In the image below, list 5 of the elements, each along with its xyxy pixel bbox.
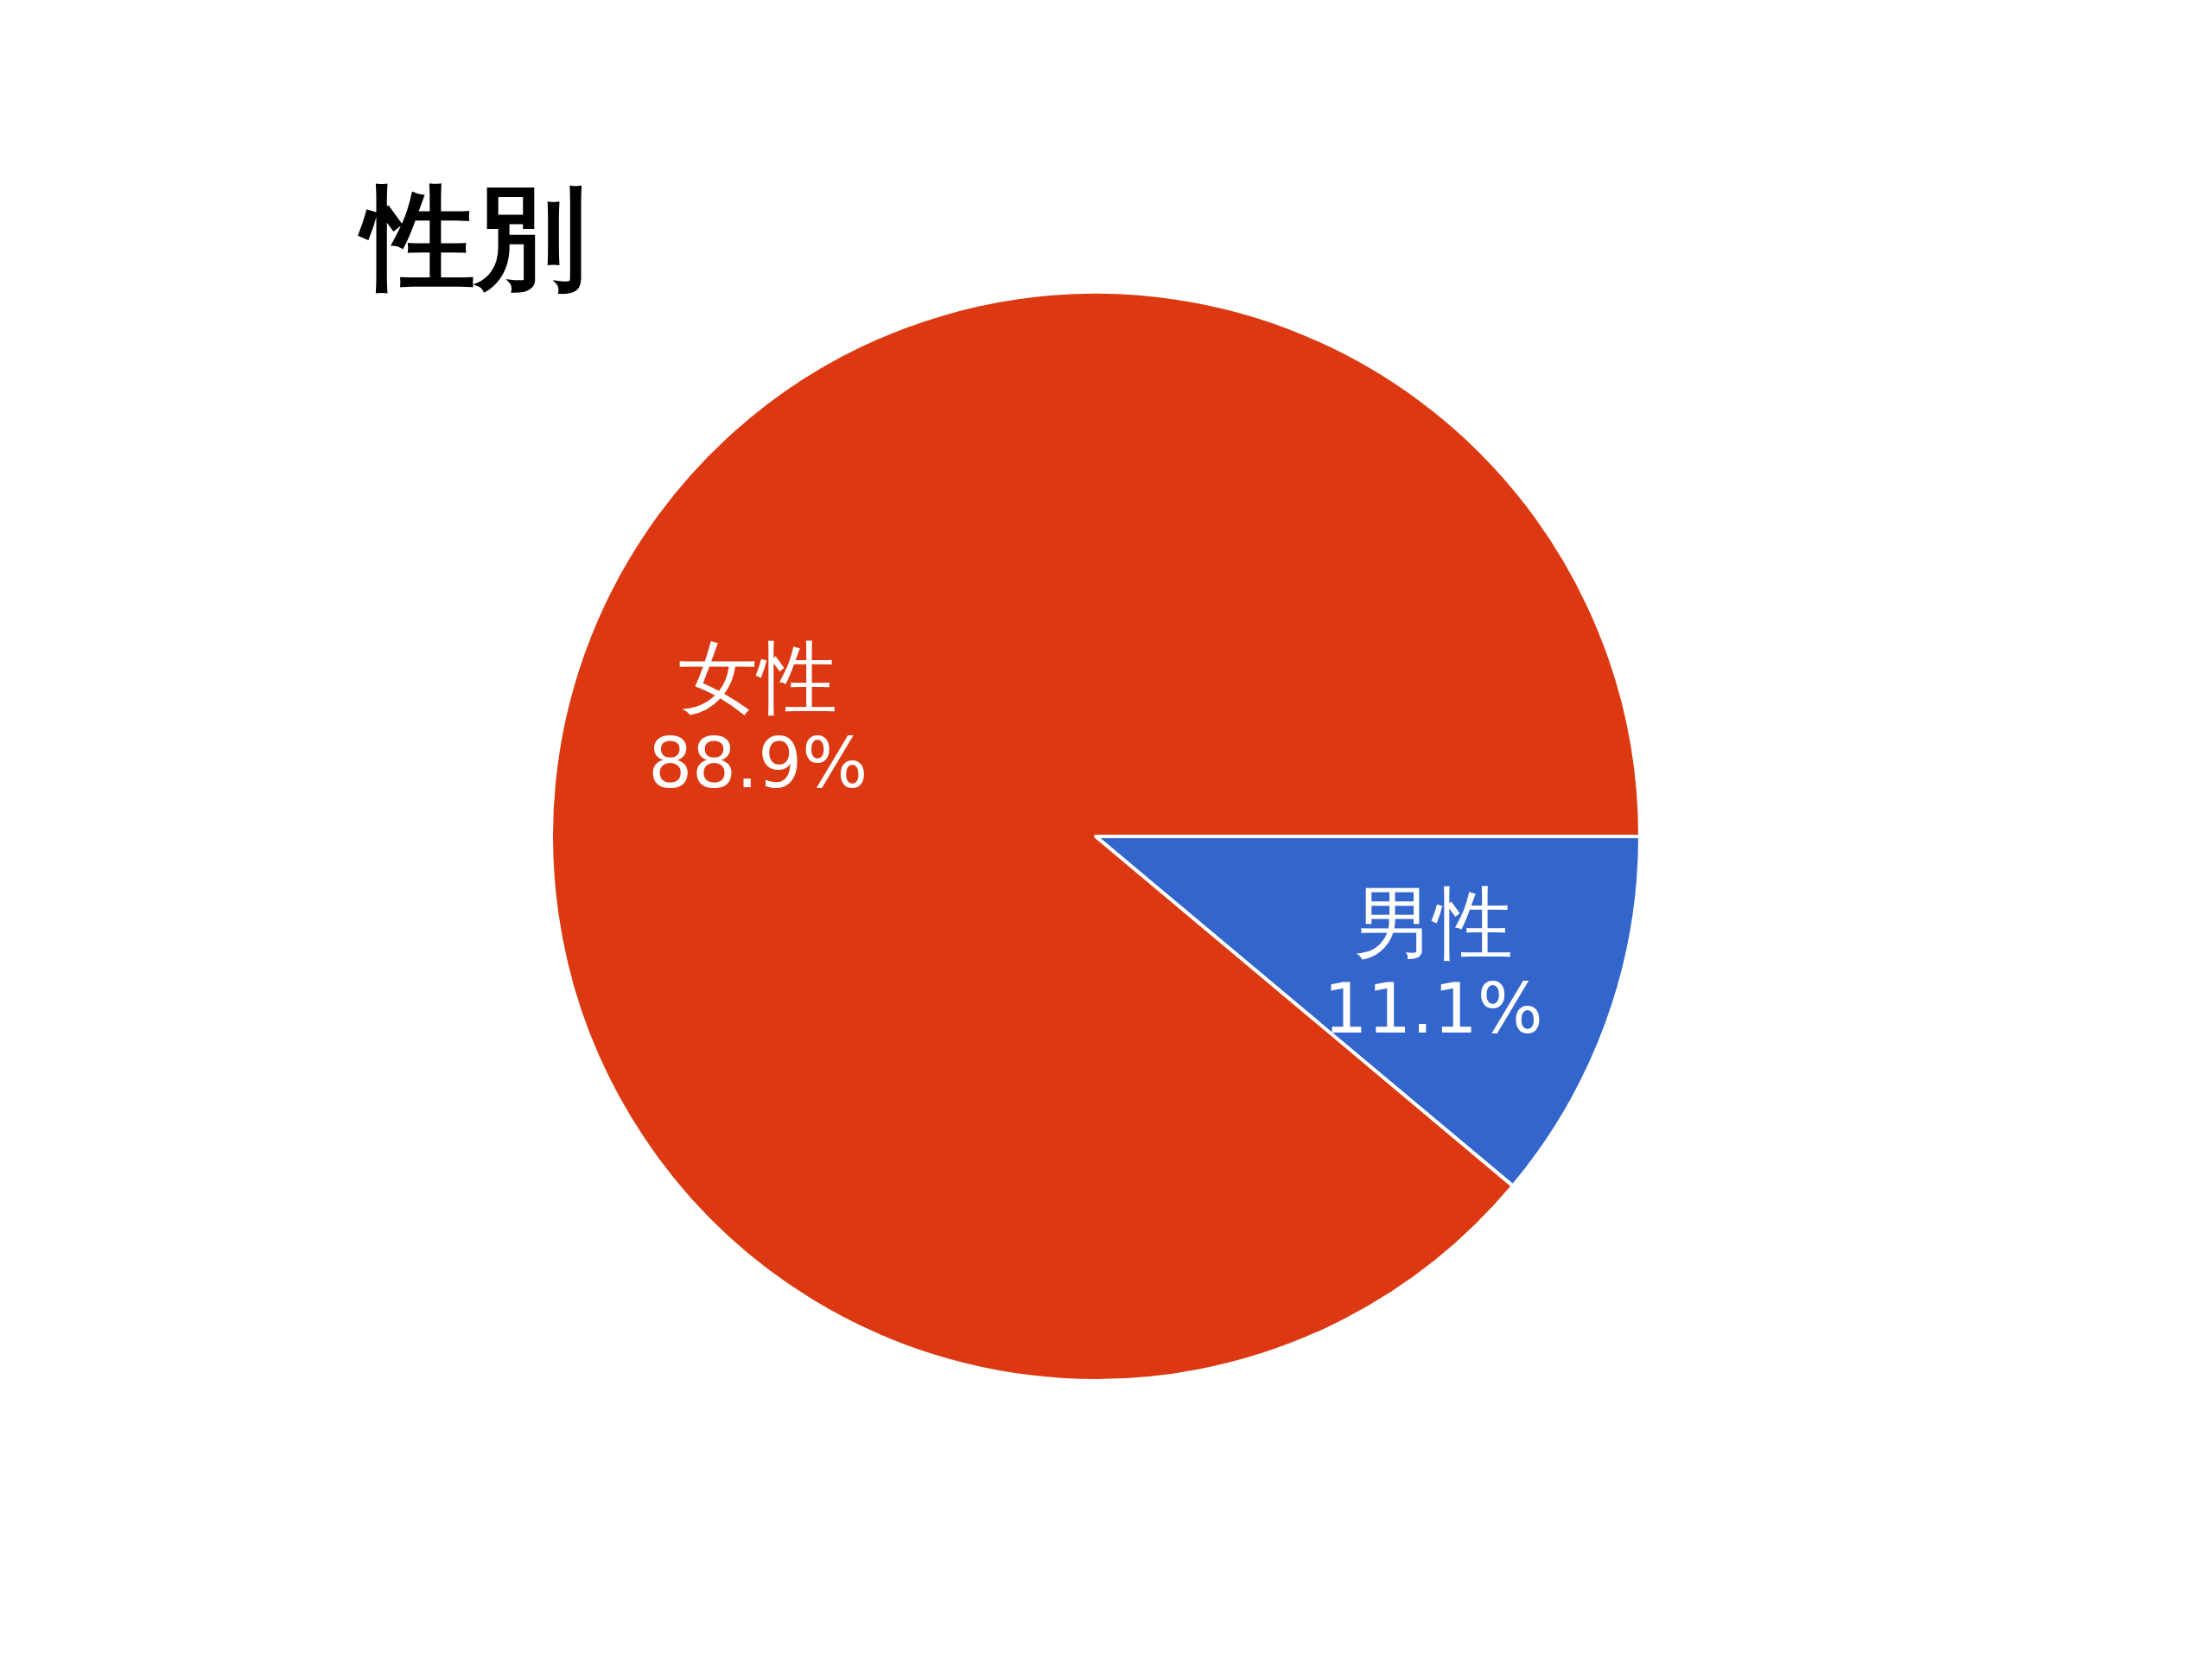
data-label: 11.1%: [1323, 969, 1543, 1050]
slice-label: 女性: [678, 631, 838, 724]
slice-label: 男性: [1353, 877, 1513, 970]
chart-title: 性別: [358, 172, 588, 303]
data-label: 88.9%: [648, 722, 868, 804]
